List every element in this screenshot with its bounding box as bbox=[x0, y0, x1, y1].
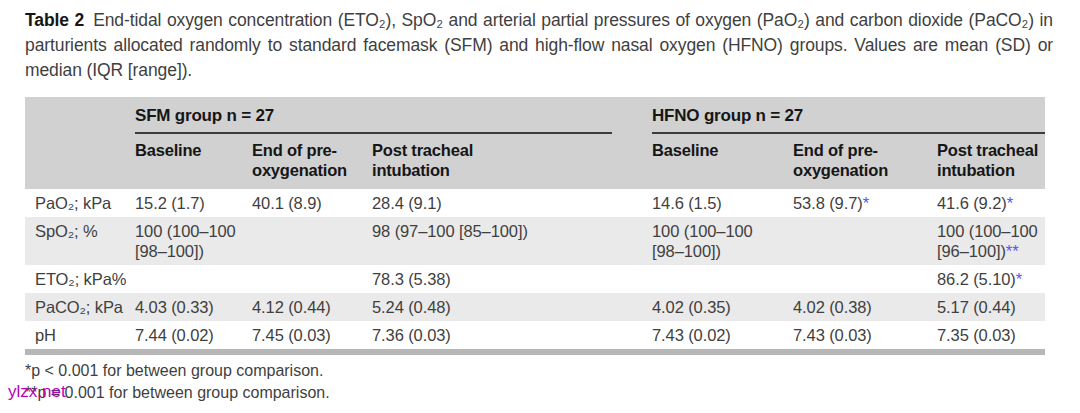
column-header-hfno-preox: End of pre-oxygenation bbox=[793, 134, 937, 189]
cell-value: 5.24 (0.48) bbox=[372, 298, 451, 316]
table-cell: 7.35 (0.03) bbox=[937, 321, 1045, 349]
table-cell: 41.6 (9.2)* bbox=[937, 189, 1045, 217]
table-cell: 14.6 (1.5) bbox=[652, 189, 793, 217]
table-cell: 4.02 (0.35) bbox=[652, 293, 793, 321]
results-table: SFM group n = 27 HFNO group n = 27 Basel… bbox=[25, 97, 1045, 349]
table-row: ETO₂; kPa% 78.3 (5.38) 86.2 (5.10)* bbox=[25, 265, 1045, 293]
table-cell: 7.43 (0.02) bbox=[652, 321, 793, 349]
cell-value: 7.35 (0.03) bbox=[937, 326, 1016, 344]
column-header-sfm-preox: End of pre-oxygenation bbox=[252, 134, 372, 189]
column-header-sfm-baseline: Baseline bbox=[135, 134, 252, 189]
table-bottom-rule bbox=[25, 349, 1045, 355]
row-label: PaCO₂; kPa bbox=[25, 293, 135, 321]
footnotes: *p < 0.001 for between group comparison.… bbox=[25, 360, 1080, 404]
significance-marker: * bbox=[863, 194, 869, 212]
column-header-row: Baseline End of pre-oxygenation Post tra… bbox=[25, 134, 1045, 189]
group-header-hfno: HFNO group n = 27 bbox=[652, 97, 1045, 134]
cell-value: 78.3 (5.38) bbox=[372, 270, 451, 288]
table-cell: 7.36 (0.03) bbox=[372, 321, 652, 349]
column-header-hfno-post: Post tracheal intubation bbox=[937, 134, 1045, 189]
row-label: pH bbox=[25, 321, 135, 349]
footnote: **p = 0.001 for between group comparison… bbox=[25, 382, 1080, 404]
significance-marker: ** bbox=[1006, 242, 1019, 260]
table-cell: 7.45 (0.03) bbox=[252, 321, 372, 349]
column-header-sfm-post: Post tracheal intubation bbox=[372, 134, 652, 189]
table-cell bbox=[793, 217, 937, 265]
cell-value: 14.6 (1.5) bbox=[652, 194, 722, 212]
table-cell: 98 (97–100 [85–100]) bbox=[372, 217, 652, 265]
table-caption: Table 2End-tidal oxygen concentration (E… bbox=[25, 8, 1053, 83]
table-caption-label: Table 2 bbox=[25, 10, 84, 30]
table-cell bbox=[652, 265, 793, 293]
cell-value: 4.02 (0.35) bbox=[652, 298, 731, 316]
table-cell bbox=[252, 265, 372, 293]
table-cell: 40.1 (8.9) bbox=[252, 189, 372, 217]
watermark: ylzx.net bbox=[8, 382, 66, 402]
group-header-sfm-label: SFM group n = 27 bbox=[135, 106, 274, 125]
cell-value: 41.6 (9.2) bbox=[937, 194, 1007, 212]
cell-value: 7.43 (0.02) bbox=[652, 326, 731, 344]
footnote: *p < 0.001 for between group comparison. bbox=[25, 360, 1080, 382]
cell-value: 98 (97–100 [85–100]) bbox=[372, 222, 528, 240]
table-cell bbox=[135, 265, 252, 293]
table-cell: 5.17 (0.44) bbox=[937, 293, 1045, 321]
row-label: PaO₂; kPa bbox=[25, 189, 135, 217]
cell-value: 7.36 (0.03) bbox=[372, 326, 451, 344]
table-cell: 86.2 (5.10)* bbox=[937, 265, 1045, 293]
table-cell: 15.2 (1.7) bbox=[135, 189, 252, 217]
table-cell: 100 (100–100 [96–100])** bbox=[937, 217, 1045, 265]
table-header: SFM group n = 27 HFNO group n = 27 Basel… bbox=[25, 97, 1045, 189]
cell-value: 5.17 (0.44) bbox=[937, 298, 1016, 316]
group-header-row: SFM group n = 27 HFNO group n = 27 bbox=[25, 97, 1045, 134]
table-body: PaO₂; kPa15.2 (1.7) 40.1 (8.9) 28.4 (9.1) 1… bbox=[25, 189, 1045, 349]
cell-value: 28.4 (9.1) bbox=[372, 194, 442, 212]
table-cell: 7.43 (0.03) bbox=[793, 321, 937, 349]
table-cell: 4.02 (0.38) bbox=[793, 293, 937, 321]
cell-value: 7.43 (0.03) bbox=[793, 326, 872, 344]
cell-value: 4.02 (0.38) bbox=[793, 298, 872, 316]
cell-value: 53.8 (9.7) bbox=[793, 194, 863, 212]
table-row: PaCO₂; kPa4.03 (0.33) 4.12 (0.44) 5.24 (0.… bbox=[25, 293, 1045, 321]
cell-value: 100 (100–100 [98–100]) bbox=[652, 222, 753, 260]
cell-value: 86.2 (5.10) bbox=[937, 270, 1016, 288]
paper-table-figure: Table 2End-tidal oxygen concentration (E… bbox=[0, 0, 1080, 413]
table-row: PaO₂; kPa15.2 (1.7) 40.1 (8.9) 28.4 (9.1) 1… bbox=[25, 189, 1045, 217]
table-caption-text: End-tidal oxygen concentration (ETO₂), S… bbox=[25, 10, 1053, 80]
cell-value: 4.03 (0.33) bbox=[135, 298, 214, 316]
group-header-sfm: SFM group n = 27 bbox=[135, 97, 652, 134]
table-cell: 53.8 (9.7)* bbox=[793, 189, 937, 217]
row-label: ETO₂; kPa% bbox=[25, 265, 135, 293]
column-header-hfno-baseline: Baseline bbox=[652, 134, 793, 189]
table-cell: 4.03 (0.33) bbox=[135, 293, 252, 321]
cell-value: 40.1 (8.9) bbox=[252, 194, 322, 212]
table-cell: 100 (100–100 [98–100]) bbox=[652, 217, 793, 265]
cell-value: 15.2 (1.7) bbox=[135, 194, 205, 212]
table-cell: 78.3 (5.38) bbox=[372, 265, 652, 293]
table-cell: 5.24 (0.48) bbox=[372, 293, 652, 321]
cell-value: 4.12 (0.44) bbox=[252, 298, 331, 316]
table-cell: 100 (100–100 [98–100]) bbox=[135, 217, 252, 265]
table-cell: 28.4 (9.1) bbox=[372, 189, 652, 217]
table-row: pH7.44 (0.02) 7.45 (0.03) 7.36 (0.03) 7.43 … bbox=[25, 321, 1045, 349]
cell-value: 7.45 (0.03) bbox=[252, 326, 331, 344]
table-cell bbox=[252, 217, 372, 265]
corner-cell bbox=[25, 97, 135, 134]
table-row: SpO₂; %100 (100–100 [98–100])98 (97–100 … bbox=[25, 217, 1045, 265]
cell-value: 100 (100–100 [96–100]) bbox=[937, 222, 1038, 260]
significance-marker: * bbox=[1016, 270, 1022, 288]
group-header-hfno-label: HFNO group n = 27 bbox=[652, 106, 803, 125]
row-label: SpO₂; % bbox=[25, 217, 135, 265]
corner-cell bbox=[25, 134, 135, 189]
cell-value: 7.44 (0.02) bbox=[135, 326, 214, 344]
table-cell: 7.44 (0.02) bbox=[135, 321, 252, 349]
cell-value: 100 (100–100 [98–100]) bbox=[135, 222, 236, 260]
table-cell: 4.12 (0.44) bbox=[252, 293, 372, 321]
significance-marker: * bbox=[1007, 194, 1013, 212]
table-cell bbox=[793, 265, 937, 293]
